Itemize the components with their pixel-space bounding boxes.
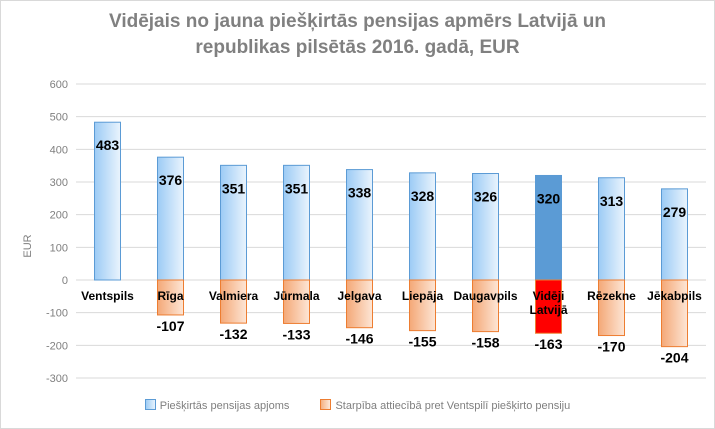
chart-title-line-2: republikas pilsētās 2016. gadā, EUR: [195, 37, 520, 58]
legend-swatch-blue: [144, 399, 156, 410]
bar-difference-6: [472, 279, 499, 333]
data-label-difference-4: -146: [345, 331, 373, 347]
y-tick-label-0: -300: [46, 373, 68, 385]
bar-allocated-3: [283, 164, 310, 281]
data-label-difference-3: -133: [282, 326, 310, 342]
y-tick-label-7: 400: [50, 144, 68, 156]
chart-title: Vidējais no jauna piešķirtās pensijas ap…: [1, 9, 714, 61]
data-label-difference-9: -204: [660, 350, 688, 366]
bar-allocated-6: [472, 173, 499, 281]
bar-allocated-9: [661, 188, 688, 281]
category-label-2: Valmiera: [209, 289, 259, 303]
category-label-7-line-1: Latvijā: [529, 303, 567, 317]
y-tick-label-3: 0: [62, 275, 68, 287]
category-label-3: Jūrmala: [273, 289, 319, 303]
category-label-1: Rīga: [157, 289, 183, 303]
y-tick-label-1: -200: [46, 340, 68, 352]
data-label-difference-1: -107: [156, 318, 184, 334]
bar-difference-5: [409, 279, 436, 332]
data-label-allocated-1: 376: [159, 172, 183, 188]
bar-allocated-8: [598, 177, 625, 281]
y-axis-label: EUR: [22, 234, 34, 257]
y-tick-label-5: 200: [50, 210, 68, 222]
legend-label-allocated: Piešķirtās pensijas apjoms: [159, 400, 290, 412]
data-label-allocated-4: 338: [348, 185, 372, 201]
bar-difference-2: [220, 279, 247, 324]
data-label-allocated-5: 328: [411, 188, 435, 204]
data-label-allocated-6: 326: [474, 189, 498, 205]
y-tick-label-4: 100: [50, 242, 68, 254]
bar-difference-8: [598, 279, 625, 337]
data-label-difference-2: -132: [219, 326, 247, 342]
bar-difference-4: [346, 279, 373, 329]
bar-difference-3: [283, 279, 310, 324]
data-label-allocated-9: 279: [663, 204, 687, 220]
legend: Piešķirtās pensijas apjoms Starpība atti…: [1, 399, 714, 412]
bar-difference-1: [157, 279, 184, 316]
category-label-0: Ventspils: [81, 289, 134, 303]
chart-title-line-1: Vidējais no jauna piešķirtās pensijas ap…: [108, 11, 606, 32]
category-label-4: Jelgava: [337, 289, 381, 303]
data-label-allocated-8: 313: [600, 193, 624, 209]
category-label-9: Jēkabpils: [647, 289, 702, 303]
legend-item-allocated: Piešķirtās pensijas apjoms: [144, 399, 290, 412]
legend-label-difference: Starpība attiecībā pret Ventspilī piešķi…: [335, 400, 571, 412]
bar-difference-7: [535, 279, 562, 334]
legend-item-difference: Starpība attiecībā pret Ventspilī piešķi…: [320, 399, 570, 412]
category-label-5: Liepāja: [402, 289, 444, 303]
bar-allocated-7: [535, 174, 562, 281]
data-label-difference-6: -158: [471, 335, 499, 351]
y-tick-label-8: 500: [50, 112, 68, 124]
category-label-8: Rēzekne: [587, 289, 636, 303]
y-tick-label-2: -100: [46, 308, 68, 320]
category-label-6: Daugavpils: [453, 289, 517, 303]
y-tick-label-9: 600: [50, 79, 68, 91]
data-label-allocated-7: 320: [537, 190, 561, 206]
data-label-difference-7: -163: [534, 336, 562, 352]
bar-difference-9: [661, 279, 688, 348]
data-label-allocated-2: 351: [222, 180, 246, 196]
bar-allocated-0: [94, 121, 121, 281]
bar-allocated-4: [346, 169, 373, 281]
data-label-difference-5: -155: [408, 334, 436, 350]
category-label-7-line-0: Vidēji: [533, 289, 565, 303]
data-label-allocated-3: 351: [285, 180, 309, 196]
legend-swatch-orange: [320, 399, 332, 410]
data-label-difference-8: -170: [597, 339, 625, 355]
y-tick-label-6: 300: [50, 177, 68, 189]
data-label-allocated-0: 483: [96, 137, 120, 153]
